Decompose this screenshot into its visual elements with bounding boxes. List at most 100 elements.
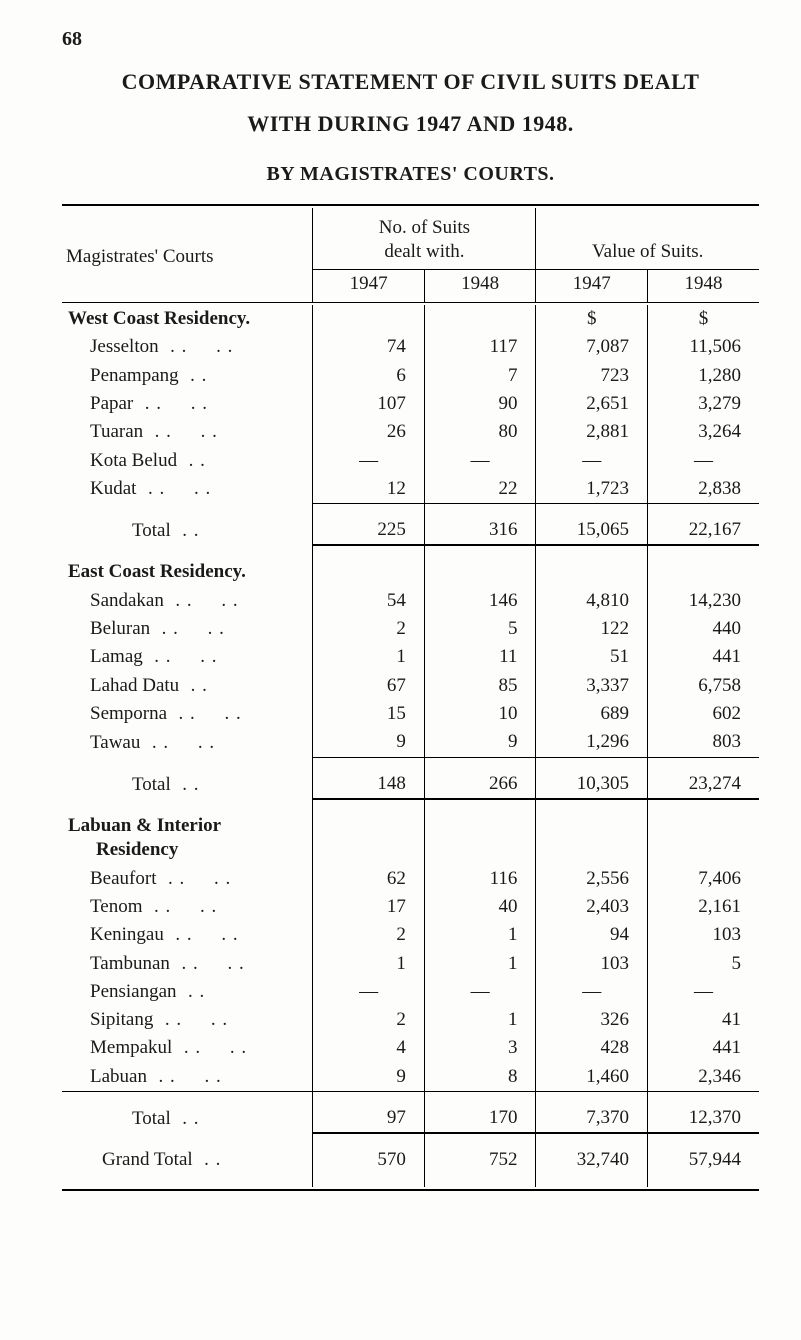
- cell: 41: [647, 1006, 759, 1034]
- cell: 51: [536, 643, 648, 671]
- cell: 689: [536, 700, 648, 728]
- cell: 40: [424, 893, 536, 921]
- cell: 4: [313, 1034, 425, 1062]
- grand-total-cell: 570: [313, 1146, 425, 1174]
- cell: 1: [424, 950, 536, 978]
- total-cell: 225: [313, 516, 425, 545]
- cell: —: [647, 447, 759, 475]
- section-head-row: East Coast Residency.: [62, 558, 759, 586]
- row-label: Kota Belud: [90, 450, 206, 471]
- section-total-row: Total 225 316 15,065 22,167: [62, 516, 759, 545]
- total-label: Total: [132, 774, 200, 795]
- grand-total-label: Grand Total: [102, 1149, 221, 1170]
- page: 68 COMPARATIVE STATEMENT OF CIVIL SUITS …: [0, 0, 801, 1340]
- cell: 441: [647, 1034, 759, 1062]
- cell: 67: [313, 672, 425, 700]
- page-number: 68: [62, 28, 759, 51]
- cell: 1,460: [536, 1063, 648, 1092]
- cell: 1: [424, 921, 536, 949]
- cell: 9: [424, 728, 536, 757]
- title-line-2: WITH DURING 1947 AND 1948.: [62, 111, 759, 137]
- grand-total-cell: 57,944: [647, 1146, 759, 1174]
- cell: 117: [424, 333, 536, 361]
- cell: —: [647, 978, 759, 1006]
- total-cell: 170: [424, 1104, 536, 1133]
- section-title: West Coast Residency.: [62, 305, 313, 333]
- title-line-1: COMPARATIVE STATEMENT OF CIVIL SUITS DEA…: [62, 69, 759, 95]
- table-row: Tambunan111035: [62, 950, 759, 978]
- cell: 7,087: [536, 333, 648, 361]
- statement-table: Magistrates' Courts No. of Suits dealt w…: [62, 204, 759, 1191]
- total-cell: 266: [424, 770, 536, 799]
- cell: 2: [313, 615, 425, 643]
- cell: 1,280: [647, 362, 759, 390]
- row-label: Tambunan: [90, 953, 245, 974]
- section-head-row: Labuan & Interior Residency: [62, 812, 759, 865]
- cell: 1,723: [536, 475, 648, 504]
- cell: 103: [536, 950, 648, 978]
- cell: 103: [647, 921, 759, 949]
- total-label: Total: [132, 520, 200, 541]
- cell: 2,403: [536, 893, 648, 921]
- total-cell: 7,370: [536, 1104, 648, 1133]
- row-label: Sipitang: [90, 1009, 228, 1030]
- row-label: Tawau: [90, 732, 215, 753]
- year-1947-a: 1947: [350, 273, 388, 294]
- total-label: Total: [132, 1108, 200, 1129]
- row-label: Tenom: [90, 896, 217, 917]
- col-group-1-line2: dealt with.: [384, 241, 464, 262]
- cell: 4,810: [536, 587, 648, 615]
- cell: 80: [424, 418, 536, 446]
- total-cell: 316: [424, 516, 536, 545]
- cell: 12: [313, 475, 425, 504]
- cell: 3,279: [647, 390, 759, 418]
- total-cell: 22,167: [647, 516, 759, 545]
- cell: 428: [536, 1034, 648, 1062]
- cell: 326: [536, 1006, 648, 1034]
- cell: 7: [424, 362, 536, 390]
- cell: 5: [424, 615, 536, 643]
- cell: 1: [313, 643, 425, 671]
- table-row: Jesselton741177,08711,506: [62, 333, 759, 361]
- currency-1948: $: [647, 305, 759, 333]
- total-cell: 10,305: [536, 770, 648, 799]
- cell: 22: [424, 475, 536, 504]
- cell: —: [536, 978, 648, 1006]
- table-row: Kota Belud————: [62, 447, 759, 475]
- cell: 441: [647, 643, 759, 671]
- cell: 3,264: [647, 418, 759, 446]
- title-line-3: BY MAGISTRATES' COURTS.: [62, 163, 759, 186]
- cell: 3,337: [536, 672, 648, 700]
- row-label: Papar: [90, 393, 208, 414]
- cell: 2,651: [536, 390, 648, 418]
- cell: 6,758: [647, 672, 759, 700]
- cell: 54: [313, 587, 425, 615]
- cell: —: [313, 978, 425, 1006]
- cell: 1,296: [536, 728, 648, 757]
- row-label: Lamag: [90, 646, 218, 667]
- table-row: Keningau2194103: [62, 921, 759, 949]
- table-row: Beluran25122440: [62, 615, 759, 643]
- cell: 107: [313, 390, 425, 418]
- section-total-row: Total 148 266 10,305 23,274: [62, 770, 759, 799]
- cell: —: [313, 447, 425, 475]
- cell: 6: [313, 362, 425, 390]
- section-title-line1: Labuan & Interior: [68, 815, 221, 836]
- section-head-row: West Coast Residency. $ $: [62, 305, 759, 333]
- table-row: Sipitang2132641: [62, 1006, 759, 1034]
- header-group-row: Magistrates' Courts No. of Suits dealt w…: [62, 208, 759, 269]
- row-header-label: Magistrates' Courts: [66, 246, 214, 267]
- row-label: Sandakan: [90, 590, 239, 611]
- row-label: Beaufort: [90, 868, 231, 889]
- section-total-row: Total 97 170 7,370 12,370: [62, 1104, 759, 1133]
- year-1948-a: 1948: [461, 273, 499, 294]
- total-cell: 148: [313, 770, 425, 799]
- cell: 2,346: [647, 1063, 759, 1092]
- cell: 8: [424, 1063, 536, 1092]
- cell: —: [424, 447, 536, 475]
- cell: 14,230: [647, 587, 759, 615]
- year-1948-b: 1948: [684, 273, 722, 294]
- cell: 2,556: [536, 865, 648, 893]
- cell: 2,161: [647, 893, 759, 921]
- cell: 7,406: [647, 865, 759, 893]
